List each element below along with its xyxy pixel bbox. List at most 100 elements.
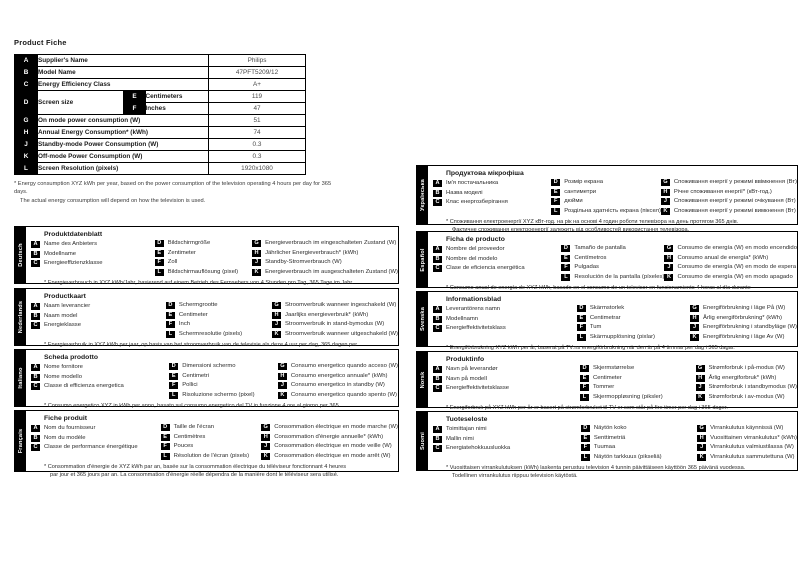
spec-label: Inch xyxy=(178,321,191,327)
spec-key-badge-l: L xyxy=(580,453,590,461)
spec-label: Skjermstørrelse xyxy=(592,365,635,371)
spec-label: Årlig energiförbrukning* (kWh) xyxy=(703,314,782,321)
spec-row-k: K Strømforbruk i av-modus (W) xyxy=(695,393,797,402)
language-block-content: Productkaart A Naam leverancier B Naam model… xyxy=(26,289,398,356)
language-tab-espanol[interactable]: Español xyxy=(417,232,428,287)
spec-label: Jaarlijks energieverbruik* (kWh) xyxy=(285,311,369,318)
spec-column-col1: Tuoteseloste A Toimittajan nimi B Mallin nim… xyxy=(428,415,581,462)
spec-label: Navn på modell xyxy=(446,375,487,382)
spec-key-badge-g: G xyxy=(261,424,271,431)
language-tab-deutsch[interactable]: Deutsch xyxy=(15,227,26,283)
row-value-inches: 47 xyxy=(208,102,306,115)
spec-column-col1: Продуктова мікрофіша A Ім'я постачальника B… xyxy=(428,169,551,216)
spec-label: Virrankulutus sammutettuna (W) xyxy=(710,453,795,460)
row-value-energy-class: A+ xyxy=(208,78,306,91)
language-heading-deutsch: Produktdatenblatt xyxy=(44,231,103,238)
spec-key-badge-f: F xyxy=(576,324,586,331)
spec-columns: Tuoteseloste A Toimittajan nimi B Mallin nim… xyxy=(428,415,797,462)
spec-key-badge-h: H xyxy=(690,314,700,322)
language-tab-suomi[interactable]: Suomi xyxy=(417,412,428,470)
spec-label: дюйми xyxy=(564,198,583,204)
language-block-content: Tuoteseloste A Toimittajan nimi B Mallin nim… xyxy=(428,412,797,479)
language-tab-italiano[interactable]: Italiano xyxy=(15,350,26,406)
spec-key-badge-e: E xyxy=(580,434,590,442)
row-label-off-mode: Off-mode Power Consumption (W) xyxy=(37,150,209,163)
language-tab-nederlands[interactable]: Nederlands xyxy=(15,289,26,345)
spec-label: Stroomverbruik in stand-bymodus (W) xyxy=(285,321,385,327)
spec-row-c: C Classe de performance énergétique xyxy=(31,443,161,452)
row-badge-h: H xyxy=(14,126,38,139)
spec-label: Naam leverancier xyxy=(44,303,91,309)
spec-row-e: E Centimètres xyxy=(160,433,262,442)
column-spacer xyxy=(278,353,398,362)
spec-key-badge-k: K xyxy=(664,273,674,281)
spec-label: сантиметри xyxy=(564,188,597,195)
language-footnote-line1: * Energieverbrauch in XYZ kWh/Jahr, basi… xyxy=(44,279,354,286)
spec-label: Consommation électrique en mode arrêt (W… xyxy=(274,452,391,459)
spec-label: Skärmstorlek xyxy=(589,305,625,311)
spec-row-a: A Toimittajan nimi xyxy=(433,425,581,434)
column-spacer xyxy=(551,169,661,178)
spec-key-badge-f: F xyxy=(580,444,590,451)
fiche-footnote-line1: * Energy consumption XYZ kWh per year, b… xyxy=(14,181,332,196)
spec-label: Energiatehokkuusluokka xyxy=(446,445,511,451)
spec-row-l: L Résolution de l'écran (pixels) xyxy=(160,452,262,461)
spec-row-k: K Consommation électrique en mode arrêt (… xyxy=(261,452,398,461)
spec-key-badge-b: B xyxy=(433,189,442,197)
spec-row-h: H Vuosittainen virrankulutus* (kWh) xyxy=(697,434,797,443)
row-badge-j: J xyxy=(14,138,38,151)
spec-key-badge-c: C xyxy=(433,199,442,206)
spec-column-col2: D Skjermstørrelse E Centimeter F Tommer L Skjer… xyxy=(579,355,696,402)
spec-row-a: A Navn på leverandør xyxy=(433,365,580,374)
spec-label: Centimeter xyxy=(592,374,622,381)
spec-label: Mallin nimi xyxy=(446,435,474,442)
spec-column-col1: Produktdatenblatt A Name des Anbieters B Mod… xyxy=(26,230,155,277)
spec-key-badge-l: L xyxy=(561,273,571,281)
spec-key-badge-k: K xyxy=(690,333,700,341)
row-value-on-mode: 51 xyxy=(208,114,306,127)
language-tab-label: Norsk xyxy=(419,371,426,388)
language-tab-norsk[interactable]: Norsk xyxy=(417,352,428,407)
row-label-supplier-name: Supplier's Name xyxy=(37,54,209,67)
spec-row-d: D Näytön koko xyxy=(580,424,697,433)
spec-label: Modellnamn xyxy=(446,315,479,322)
spec-label: Navn på leverandør xyxy=(446,366,498,372)
spec-column-col3: G Consumo de energía (W) en modo encendid… xyxy=(664,235,797,282)
spec-row-d: D Skärmstorlek xyxy=(576,304,690,313)
spec-column-col1: Informationsblad A Leverantörens namn B Mode… xyxy=(428,295,577,342)
spec-row-f: F Tuumaa xyxy=(580,443,697,452)
spec-key-badge-a: A xyxy=(31,303,40,310)
spec-label: Zentimeter xyxy=(167,249,196,256)
spec-label: Tuumaa xyxy=(593,444,616,450)
spec-label: Energieverbrauch im ausgeschalteten Zust… xyxy=(265,268,398,275)
spec-label: Leverantörens namn xyxy=(446,306,501,312)
spec-row-f: F Zoll xyxy=(154,258,252,267)
table-row: L Screen Resolution (pixels) 1920x1080 xyxy=(14,162,306,175)
spec-key-badge-e: E xyxy=(579,374,589,382)
column-spacer xyxy=(261,414,398,423)
spec-row-b: B Назва моделі xyxy=(433,189,551,198)
language-tab-ukrainian[interactable]: Українська xyxy=(417,166,428,224)
spec-row-l: L Risoluzione schermo (pixel) xyxy=(169,391,278,400)
table-row: C Energy Efficiency Class A+ xyxy=(14,78,306,91)
spec-row-e: E Centímetros xyxy=(561,254,664,263)
language-tab-label: Svenska xyxy=(419,306,426,332)
spec-label: Назва моделі xyxy=(446,189,483,196)
table-row: H Annual Energy Consumption* (kWh) 74 xyxy=(14,126,306,139)
spec-key-badge-c: C xyxy=(433,445,442,452)
spec-key-badge-g: G xyxy=(272,302,282,309)
spec-key-badge-e: E xyxy=(165,311,175,319)
spec-row-d: D Taille de l'écran xyxy=(160,423,262,432)
spec-key-badge-j: J xyxy=(664,264,674,271)
spec-key-badge-b: B xyxy=(433,435,442,443)
spec-row-j: J Standby-Stromverbrauch (W) xyxy=(252,258,398,267)
language-tab-francais[interactable]: Français xyxy=(15,411,26,471)
language-tab-label: Українська xyxy=(419,178,426,212)
language-tab-svenska[interactable]: Svenska xyxy=(417,292,428,346)
spec-row-c: C Clase de eficiencia energética xyxy=(433,264,561,273)
spec-row-j: J Consumo de energía (W) en modo de esper… xyxy=(664,263,797,272)
spec-label: Energieffektivitetsklasse xyxy=(446,385,510,391)
spec-row-f: F Pulgadas xyxy=(561,263,664,272)
language-block-content: Ficha de producto A Nombre del proveedor B N… xyxy=(428,232,797,299)
spec-key-badge-k: K xyxy=(277,391,287,399)
